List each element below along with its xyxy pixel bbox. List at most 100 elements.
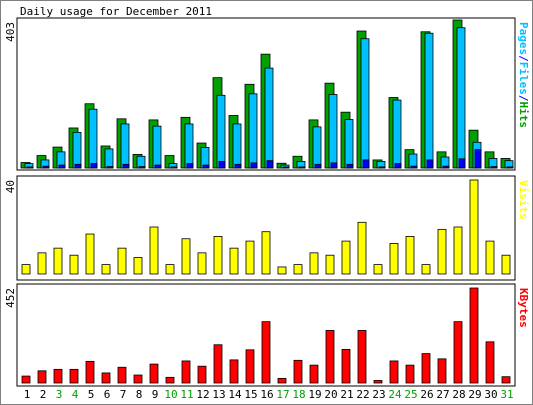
files-bar [264, 67, 274, 169]
day-label: 28 [452, 388, 465, 401]
day-label: 5 [88, 388, 95, 401]
visits-bar [357, 221, 367, 275]
visits-bar [149, 226, 159, 275]
visits-bar [325, 254, 335, 275]
kbytes-bar [261, 321, 271, 384]
day-label: 23 [372, 388, 385, 401]
kbytes-bar [421, 353, 431, 384]
pages-bar [234, 163, 242, 169]
visits-bar [229, 247, 239, 275]
visits-bar [437, 228, 447, 275]
pages-bar [218, 160, 226, 169]
kbytes-bar [53, 368, 63, 384]
day-label: 13 [212, 388, 225, 401]
kbytes-bar [469, 287, 479, 384]
pages-bar [266, 160, 274, 169]
day-label: 27 [436, 388, 449, 401]
day-label: 9 [152, 388, 159, 401]
hits-max-label: 403 [4, 22, 17, 42]
right-label-part: / [517, 95, 530, 102]
kbytes-bar [405, 364, 415, 384]
files-bar [232, 123, 242, 169]
kbytes-bar [21, 375, 31, 384]
visits-right-label: Visits [517, 180, 530, 220]
pages-bar [330, 162, 338, 169]
files-bar [344, 119, 354, 169]
visits-bar [213, 235, 223, 275]
kbytes-bar [85, 360, 95, 384]
kbytes-panel-bars [21, 287, 511, 384]
files-bar [88, 108, 98, 169]
day-label: 25 [404, 388, 417, 401]
files-bar [328, 94, 338, 169]
visits-bar [421, 264, 431, 275]
right-label-part: Files [517, 62, 530, 95]
files-bar [72, 131, 82, 169]
pages-bar [170, 166, 178, 169]
kbytes-bar [149, 363, 159, 384]
pages-bar [106, 166, 114, 169]
right-label-part: Visits [517, 180, 530, 220]
pages-bar [394, 163, 402, 169]
visits-panel-bars [21, 179, 511, 275]
day-label: 31 [500, 388, 513, 401]
pages-bar [410, 165, 418, 169]
pages-bar [26, 166, 34, 169]
visits-bar [501, 254, 511, 275]
pages-bar [74, 163, 82, 169]
kbytes-bar [357, 330, 367, 384]
kbytes-bar [485, 341, 495, 384]
files-bar [456, 27, 466, 169]
kbytes-bar [37, 370, 47, 384]
visits-bar [181, 238, 191, 275]
visits-bar [21, 264, 31, 275]
pages-bar [442, 165, 450, 169]
day-label: 6 [104, 388, 111, 401]
files-bar [104, 148, 114, 169]
visits-bar [133, 257, 143, 275]
pages-bar [298, 166, 306, 169]
kbytes-bar [165, 376, 175, 384]
day-label: 29 [468, 388, 481, 401]
pages-bar [474, 149, 482, 169]
hits-right-label: Pages/Files/Hits [517, 22, 530, 128]
kbytes-bar [389, 360, 399, 384]
day-label: 20 [324, 388, 337, 401]
day-label: 16 [260, 388, 273, 401]
visits-bar [405, 235, 415, 275]
files-bar [392, 99, 402, 169]
day-label: 11 [180, 388, 193, 401]
visits-bar [453, 226, 463, 275]
hits-panel-bars [20, 19, 514, 169]
visits-bar [37, 252, 47, 275]
right-label-part: Pages [517, 22, 530, 55]
files-bar [360, 38, 370, 169]
files-bar [424, 32, 434, 169]
day-label: 21 [340, 388, 353, 401]
day-label: 19 [308, 388, 321, 401]
kbytes-bar [501, 376, 511, 384]
files-bar [248, 93, 258, 169]
visits-bar [341, 240, 351, 275]
day-label: 22 [356, 388, 369, 401]
pages-bar [314, 163, 322, 169]
day-label: 7 [120, 388, 127, 401]
day-label: 3 [56, 388, 63, 401]
pages-bar [378, 166, 386, 169]
pages-bar [250, 162, 258, 169]
kbytes-bar [133, 374, 143, 384]
pages-bar [426, 159, 434, 169]
pages-bar [362, 159, 370, 169]
day-label: 1 [24, 388, 31, 401]
kbytes-bar [373, 380, 383, 384]
pages-bar [490, 166, 498, 169]
kbytes-bar [181, 360, 191, 384]
visits-bar [277, 266, 287, 275]
kbytes-bar [245, 349, 255, 384]
kbytes-bar [341, 348, 351, 384]
visits-bar [293, 264, 303, 275]
kbytes-bar [69, 368, 79, 384]
kbytes-bar [213, 344, 223, 384]
visits-bar [117, 247, 127, 275]
